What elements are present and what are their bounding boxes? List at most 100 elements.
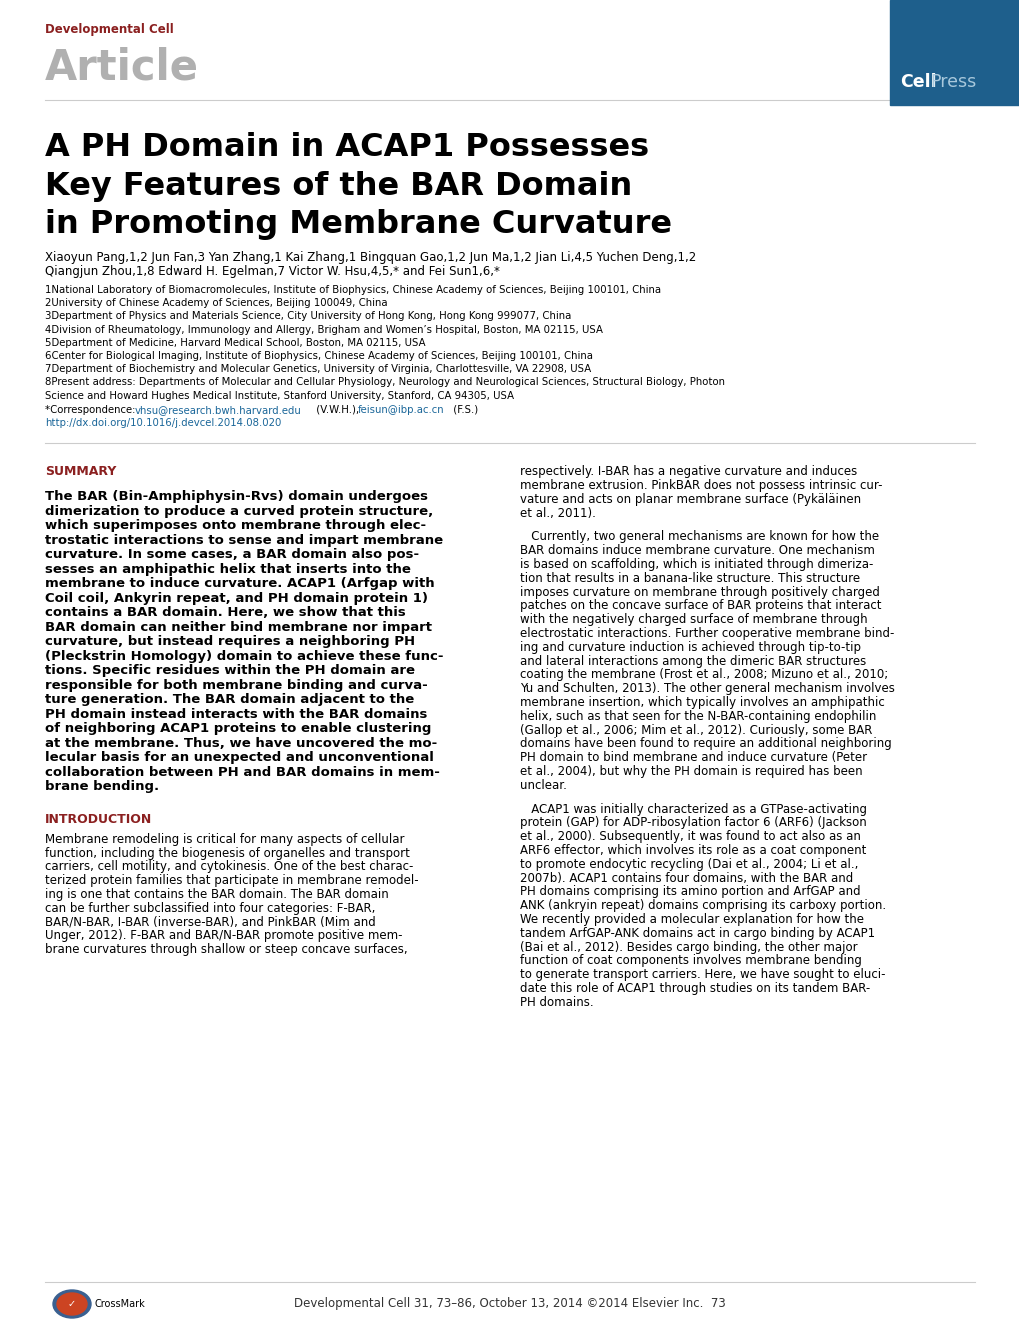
Text: carriers, cell motility, and cytokinesis. One of the best charac-: carriers, cell motility, and cytokinesis… [45,861,413,874]
Text: A PH Domain in ACAP1 Possesses: A PH Domain in ACAP1 Possesses [45,132,648,163]
Text: helix, such as that seen for the N-BAR-containing endophilin: helix, such as that seen for the N-BAR-c… [520,710,875,723]
Text: 2007b). ACAP1 contains four domains, with the BAR and: 2007b). ACAP1 contains four domains, wit… [520,871,853,884]
Text: ing is one that contains the BAR domain. The BAR domain: ing is one that contains the BAR domain.… [45,888,388,900]
Text: tandem ArfGAP-ANK domains act in cargo binding by ACAP1: tandem ArfGAP-ANK domains act in cargo b… [520,927,874,940]
Text: Developmental Cell: Developmental Cell [45,24,173,37]
Text: ing and curvature induction is achieved through tip-to-tip: ing and curvature induction is achieved … [520,641,860,654]
Text: Xiaoyun Pang,1,2 Jun Fan,3 Yan Zhang,1 Kai Zhang,1 Bingquan Gao,1,2 Jun Ma,1,2 J: Xiaoyun Pang,1,2 Jun Fan,3 Yan Zhang,1 K… [45,252,696,265]
Text: of neighboring ACAP1 proteins to enable clustering: of neighboring ACAP1 proteins to enable … [45,722,431,735]
Text: BAR domains induce membrane curvature. One mechanism: BAR domains induce membrane curvature. O… [520,544,874,557]
Text: vature and acts on planar membrane surface (Pykäläinen: vature and acts on planar membrane surfa… [520,493,860,506]
Text: *Correspondence:: *Correspondence: [45,405,139,414]
Text: (V.W.H.),: (V.W.H.), [313,405,362,414]
Text: ✓: ✓ [68,1299,76,1309]
Text: Membrane remodeling is critical for many aspects of cellular: Membrane remodeling is critical for many… [45,833,405,846]
Bar [890,0,1019,105]
Ellipse shape [53,1290,91,1317]
Text: ANK (ankryin repeat) domains comprising its carboxy portion.: ANK (ankryin repeat) domains comprising … [520,899,886,912]
Text: function, including the biogenesis of organelles and transport: function, including the biogenesis of or… [45,846,410,859]
Text: 1National Laboratory of Biomacromolecules, Institute of Biophysics, Chinese Acad: 1National Laboratory of Biomacromolecule… [45,285,660,295]
Text: respectively. I-BAR has a negative curvature and induces: respectively. I-BAR has a negative curva… [520,465,856,478]
Text: Qiangjun Zhou,1,8 Edward H. Egelman,7 Victor W. Hsu,4,5,* and Fei Sun1,6,*: Qiangjun Zhou,1,8 Edward H. Egelman,7 Vi… [45,266,499,278]
Text: brane curvatures through shallow or steep concave surfaces,: brane curvatures through shallow or stee… [45,943,408,956]
Text: function of coat components involves membrane bending: function of coat components involves mem… [520,955,861,968]
Text: 4Division of Rheumatology, Immunology and Allergy, Brigham and Women’s Hospital,: 4Division of Rheumatology, Immunology an… [45,324,602,335]
Text: is based on scaffolding, which is initiated through dimeriza-: is based on scaffolding, which is initia… [520,557,872,571]
Text: (Pleckstrin Homology) domain to achieve these func-: (Pleckstrin Homology) domain to achieve … [45,650,443,663]
Text: CrossMark: CrossMark [95,1299,146,1309]
Text: 6Center for Biological Imaging, Institute of Biophysics, Chinese Academy of Scie: 6Center for Biological Imaging, Institut… [45,351,592,361]
Text: which superimposes onto membrane through elec-: which superimposes onto membrane through… [45,519,426,532]
Text: Coil coil, Ankyrin repeat, and PH domain protein 1): Coil coil, Ankyrin repeat, and PH domain… [45,592,428,605]
Text: responsible for both membrane binding and curva-: responsible for both membrane binding an… [45,679,427,691]
Text: and lateral interactions among the dimeric BAR structures: and lateral interactions among the dimer… [520,654,865,667]
Text: unclear.: unclear. [520,779,567,792]
Text: The BAR (Bin-Amphiphysin-Rvs) domain undergoes: The BAR (Bin-Amphiphysin-Rvs) domain und… [45,490,428,503]
Text: sesses an amphipathic helix that inserts into the: sesses an amphipathic helix that inserts… [45,563,411,576]
Text: Key Features of the BAR Domain: Key Features of the BAR Domain [45,171,632,201]
Text: http://dx.doi.org/10.1016/j.devcel.2014.08.020: http://dx.doi.org/10.1016/j.devcel.2014.… [45,418,281,428]
Text: date this role of ACAP1 through studies on its tandem BAR-: date this role of ACAP1 through studies … [520,982,869,996]
Text: in Promoting Membrane Curvature: in Promoting Membrane Curvature [45,208,672,240]
Text: Science and Howard Hughes Medical Institute, Stanford University, Stanford, CA 9: Science and Howard Hughes Medical Instit… [45,391,514,401]
Text: tion that results in a banana-like structure. This structure: tion that results in a banana-like struc… [520,572,859,585]
Text: with the negatively charged surface of membrane through: with the negatively charged surface of m… [520,613,867,626]
Text: patches on the concave surface of BAR proteins that interact: patches on the concave surface of BAR pr… [520,600,880,613]
Text: terized protein families that participate in membrane remodel-: terized protein families that participat… [45,874,418,887]
Text: 8Present address: Departments of Molecular and Cellular Physiology, Neurology an: 8Present address: Departments of Molecul… [45,377,725,388]
Text: 7Department of Biochemistry and Molecular Genetics, University of Virginia, Char: 7Department of Biochemistry and Molecula… [45,364,591,375]
Text: at the membrane. Thus, we have uncovered the mo-: at the membrane. Thus, we have uncovered… [45,736,437,749]
Text: PH domain to bind membrane and induce curvature (Peter: PH domain to bind membrane and induce cu… [520,751,866,764]
Text: contains a BAR domain. Here, we show that this: contains a BAR domain. Here, we show tha… [45,606,406,620]
Text: can be further subclassified into four categories: F-BAR,: can be further subclassified into four c… [45,902,375,915]
Text: dimerization to produce a curved protein structure,: dimerization to produce a curved protein… [45,504,433,518]
Text: protein (GAP) for ADP-ribosylation factor 6 (ARF6) (Jackson: protein (GAP) for ADP-ribosylation facto… [520,817,866,829]
Text: Developmental Cell 31, 73–86, October 13, 2014 ©2014 Elsevier Inc.  73: Developmental Cell 31, 73–86, October 13… [293,1298,726,1311]
Text: domains have been found to require an additional neighboring: domains have been found to require an ad… [520,737,891,751]
Text: Currently, two general mechanisms are known for how the: Currently, two general mechanisms are kn… [520,531,878,543]
Text: curvature, but instead requires a neighboring PH: curvature, but instead requires a neighb… [45,636,415,649]
Text: BAR/N-BAR, I-BAR (inverse-BAR), and PinkBAR (Mim and: BAR/N-BAR, I-BAR (inverse-BAR), and Pink… [45,915,375,928]
Text: PH domains comprising its amino portion and ArfGAP and: PH domains comprising its amino portion … [520,886,860,899]
Text: et al., 2000). Subsequently, it was found to act also as an: et al., 2000). Subsequently, it was foun… [520,830,860,843]
Text: imposes curvature on membrane through positively charged: imposes curvature on membrane through po… [520,585,879,598]
Text: trostatic interactions to sense and impart membrane: trostatic interactions to sense and impa… [45,534,442,547]
Text: feisun@ibp.ac.cn: feisun@ibp.ac.cn [358,405,444,414]
Text: 3Department of Physics and Materials Science, City University of Hong Kong, Hong: 3Department of Physics and Materials Sci… [45,311,571,322]
Text: brane bending.: brane bending. [45,780,159,793]
Text: et al., 2011).: et al., 2011). [520,507,595,519]
Text: coating the membrane (Frost et al., 2008; Mizuno et al., 2010;: coating the membrane (Frost et al., 2008… [520,669,888,682]
Text: curvature. In some cases, a BAR domain also pos-: curvature. In some cases, a BAR domain a… [45,548,419,561]
Text: tions. Specific residues within the PH domain are: tions. Specific residues within the PH d… [45,665,415,677]
Text: PH domains.: PH domains. [520,996,593,1009]
Text: Press: Press [929,73,975,91]
Text: We recently provided a molecular explanation for how the: We recently provided a molecular explana… [520,914,863,925]
Text: to generate transport carriers. Here, we have sought to eluci-: to generate transport carriers. Here, we… [520,968,884,981]
Text: membrane insertion, which typically involves an amphipathic: membrane insertion, which typically invo… [520,696,883,708]
Text: 5Department of Medicine, Harvard Medical School, Boston, MA 02115, USA: 5Department of Medicine, Harvard Medical… [45,338,425,348]
Text: et al., 2004), but why the PH domain is required has been: et al., 2004), but why the PH domain is … [520,765,862,779]
Text: Unger, 2012). F-BAR and BAR/N-BAR promote positive mem-: Unger, 2012). F-BAR and BAR/N-BAR promot… [45,929,403,943]
Text: membrane extrusion. PinkBAR does not possess intrinsic cur-: membrane extrusion. PinkBAR does not pos… [520,479,881,493]
Text: (Bai et al., 2012). Besides cargo binding, the other major: (Bai et al., 2012). Besides cargo bindin… [520,940,857,953]
Text: BAR domain can neither bind membrane nor impart: BAR domain can neither bind membrane nor… [45,621,432,634]
Text: (F.S.): (F.S.) [449,405,478,414]
Text: Cell: Cell [899,73,935,91]
Text: Yu and Schulten, 2013). The other general mechanism involves: Yu and Schulten, 2013). The other genera… [520,682,894,695]
Text: ture generation. The BAR domain adjacent to the: ture generation. The BAR domain adjacent… [45,694,414,706]
Text: ARF6 effector, which involves its role as a coat component: ARF6 effector, which involves its role a… [520,843,865,857]
Text: PH domain instead interacts with the BAR domains: PH domain instead interacts with the BAR… [45,708,427,720]
Text: (Gallop et al., 2006; Mim et al., 2012). Curiously, some BAR: (Gallop et al., 2006; Mim et al., 2012).… [520,724,871,736]
Text: lecular basis for an unexpected and unconventional: lecular basis for an unexpected and unco… [45,751,433,764]
Text: ACAP1 was initially characterized as a GTPase-activating: ACAP1 was initially characterized as a G… [520,802,866,816]
Text: INTRODUCTION: INTRODUCTION [45,813,152,826]
Ellipse shape [57,1294,87,1315]
Text: collaboration between PH and BAR domains in mem-: collaboration between PH and BAR domains… [45,765,439,779]
Text: 2University of Chinese Academy of Sciences, Beijing 100049, China: 2University of Chinese Academy of Scienc… [45,298,387,308]
Text: electrostatic interactions. Further cooperative membrane bind-: electrostatic interactions. Further coop… [520,628,894,639]
Text: SUMMARY: SUMMARY [45,465,116,478]
Text: membrane to induce curvature. ACAP1 (Arfgap with: membrane to induce curvature. ACAP1 (Arf… [45,577,434,591]
Text: to promote endocytic recycling (Dai et al., 2004; Li et al.,: to promote endocytic recycling (Dai et a… [520,858,858,871]
Text: Article: Article [45,46,199,87]
Text: vhsu@research.bwh.harvard.edu: vhsu@research.bwh.harvard.edu [135,405,302,414]
